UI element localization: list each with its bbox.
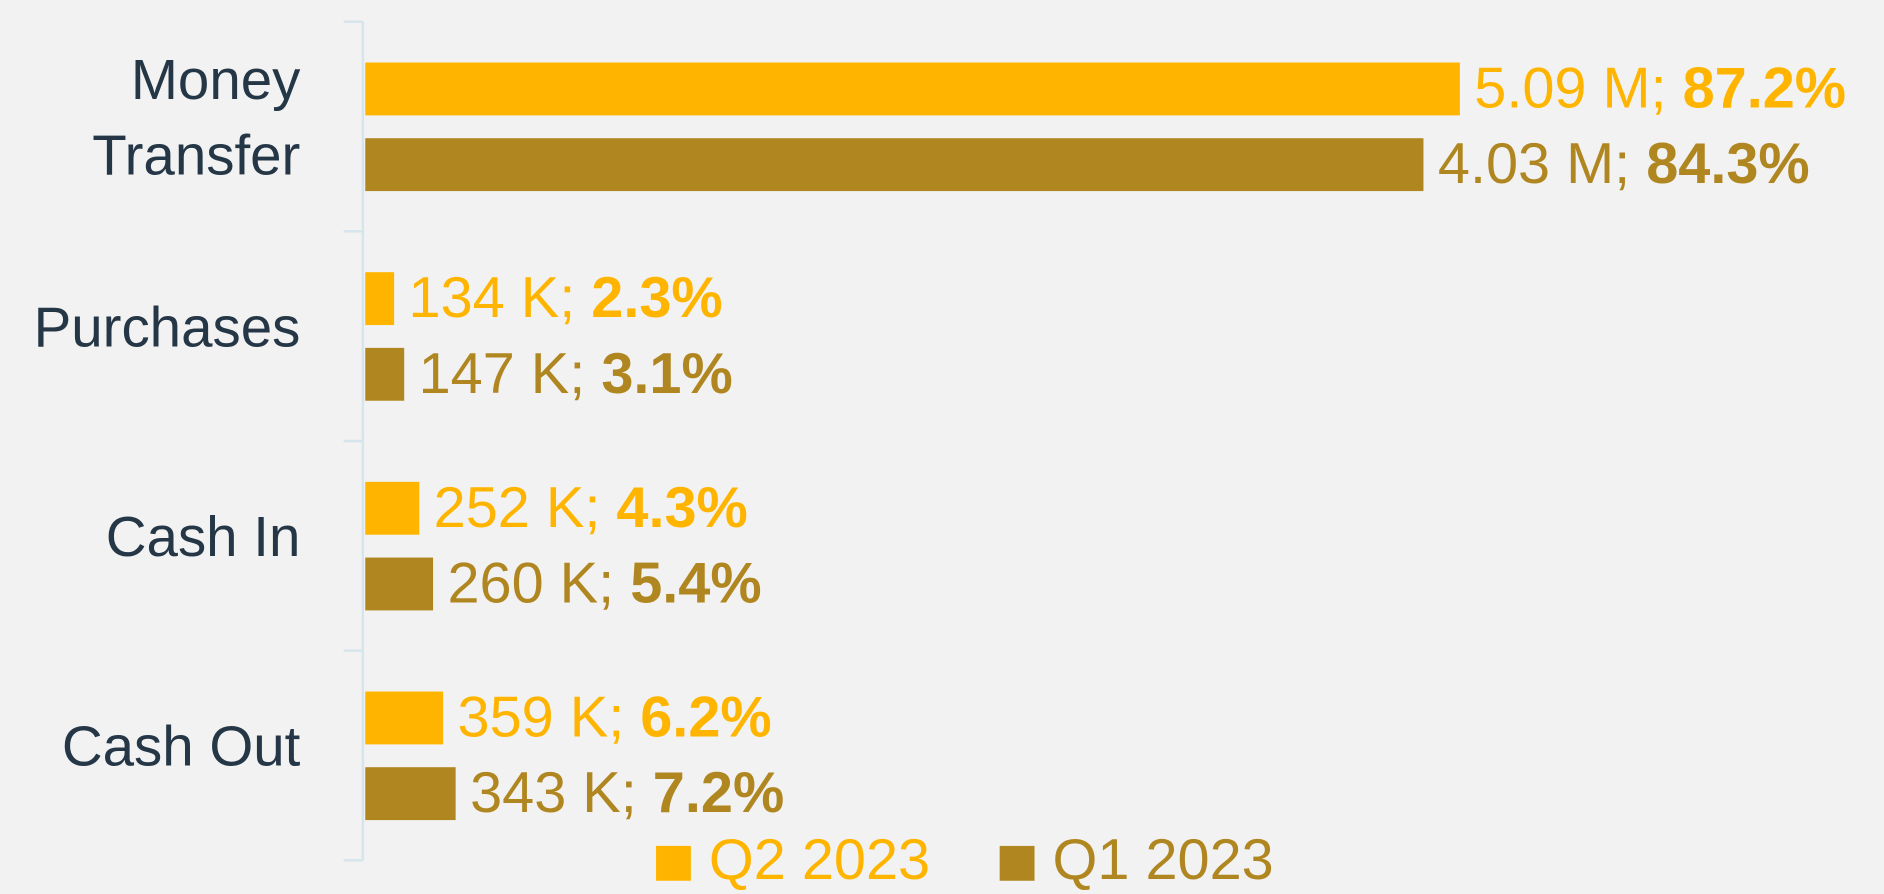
category-label: Purchases xyxy=(34,295,301,358)
category-label-line: Cash Out xyxy=(62,715,301,778)
value-label: 359 K xyxy=(458,686,609,750)
share-label: 7.2% xyxy=(653,761,784,825)
separator: ; xyxy=(598,552,630,616)
data-label: 4.03 M; 84.3% xyxy=(1438,132,1810,196)
legend-label: Q1 2023 xyxy=(1053,828,1274,892)
share-label: 3.1% xyxy=(601,342,732,406)
data-label: 252 K; 4.3% xyxy=(434,476,748,540)
category-label-line: Money xyxy=(131,48,301,111)
share-label: 84.3% xyxy=(1646,132,1809,196)
value-label: 252 K xyxy=(434,476,585,540)
data-label: 5.09 M; 87.2% xyxy=(1474,57,1846,121)
share-label: 4.3% xyxy=(616,476,747,540)
separator: ; xyxy=(1614,132,1646,196)
data-label: 359 K; 6.2% xyxy=(458,686,772,750)
category-label: Cash In xyxy=(106,505,301,568)
separator: ; xyxy=(608,686,640,750)
value-label: 5.09 M xyxy=(1474,57,1650,121)
separator: ; xyxy=(584,476,616,540)
value-label: 147 K xyxy=(419,342,570,406)
category-label-line: Purchases xyxy=(34,295,301,358)
bar xyxy=(365,557,434,611)
legend-label: Q2 2023 xyxy=(709,828,930,892)
bar xyxy=(365,138,1424,192)
bar xyxy=(365,691,444,745)
separator: ; xyxy=(1651,57,1683,121)
category-label: Money Transfer xyxy=(92,48,301,187)
value-label: 260 K xyxy=(447,552,598,616)
share-label: 6.2% xyxy=(640,686,771,750)
bar xyxy=(365,481,420,535)
legend-swatch xyxy=(656,845,691,881)
separator: ; xyxy=(569,342,601,406)
category-label-line: Transfer xyxy=(92,123,300,186)
data-label: 260 K; 5.4% xyxy=(447,552,761,616)
share-label: 2.3% xyxy=(591,266,722,330)
separator: ; xyxy=(559,266,591,330)
share-label: 87.2% xyxy=(1683,57,1846,121)
value-label: 343 K xyxy=(470,761,621,825)
separator: ; xyxy=(621,761,653,825)
data-label: 134 K; 2.3% xyxy=(409,266,723,330)
value-label: 134 K xyxy=(409,266,560,330)
value-label: 4.03 M xyxy=(1438,132,1614,196)
legend-swatch xyxy=(999,845,1035,881)
bar xyxy=(365,767,456,821)
category-label: Cash Out xyxy=(62,715,301,778)
bar xyxy=(365,347,405,401)
data-label: 147 K; 3.1% xyxy=(419,342,733,406)
share-label: 5.4% xyxy=(630,552,761,616)
bar xyxy=(365,62,1460,116)
bar xyxy=(365,272,395,326)
category-label-line: Cash In xyxy=(106,505,301,568)
data-label: 343 K; 7.2% xyxy=(470,761,784,825)
